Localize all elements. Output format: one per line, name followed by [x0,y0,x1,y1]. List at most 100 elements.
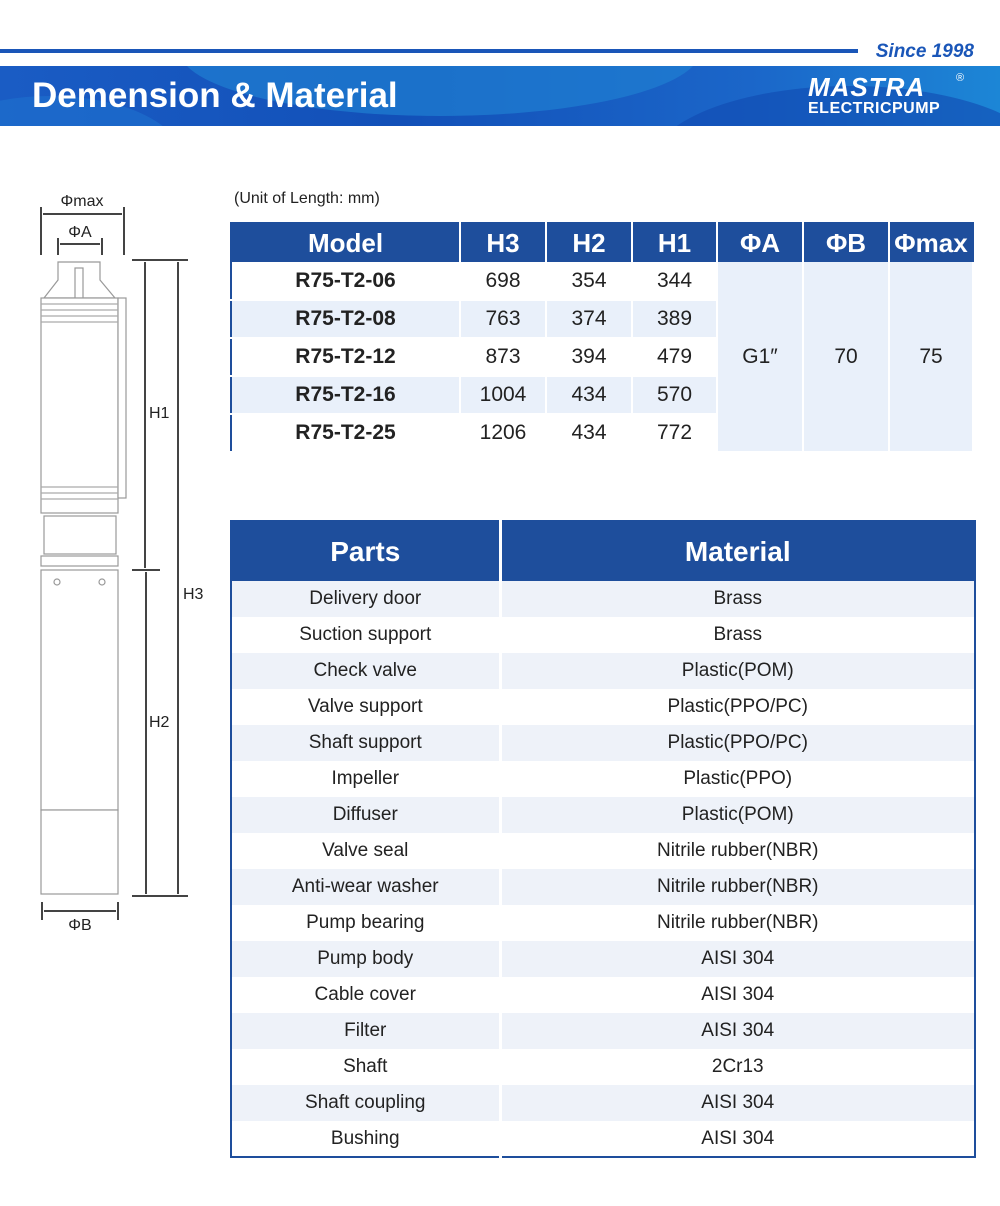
dimension-table: Model H3 H2 H1 ΦA ΦB Φmax R75-T2-06 698 … [230,222,974,453]
part-cell: Bushing [231,1121,502,1157]
part-cell: Pump body [231,941,502,977]
table-row: Shaft coupling AISI 304 [231,1085,975,1121]
col-header: Parts [231,521,502,581]
h2-cell: 434 [546,414,633,453]
material-cell: Nitrile rubber(NBR) [500,905,975,941]
table-row: R75-T2-08 763 374 389 [231,300,973,339]
material-cell: AISI 304 [500,1013,975,1049]
table-row: Shaft 2Cr13 [231,1049,975,1085]
phi-max-cell: 75 [889,262,974,453]
material-cell: AISI 304 [500,941,975,977]
part-cell: Valve support [231,689,502,725]
material-cell: Nitrile rubber(NBR) [500,833,975,869]
col-header: ΦB [803,223,890,262]
h3-label: H3 [183,586,204,603]
material-cell: AISI 304 [500,1121,975,1157]
h2-cell: 394 [546,338,633,377]
table-row: Pump bearing Nitrile rubber(NBR) [231,905,975,941]
part-cell: Shaft support [231,725,502,761]
part-cell: Valve seal [231,833,502,869]
model-cell: R75-T2-12 [231,338,461,377]
h3-cell: 763 [460,300,547,339]
title-banner: Demension & Material MASTRA ELECTRICPUMP… [0,66,1000,126]
table-row: Cable cover AISI 304 [231,977,975,1013]
part-cell: Shaft coupling [231,1085,502,1121]
h1-cell: 479 [632,338,718,377]
model-cell: R75-T2-16 [231,376,461,415]
h2-cell: 354 [546,262,633,301]
top-rule [0,49,858,53]
col-header: ΦA [717,223,804,262]
pump-dimension-drawing: Φmax ΦA H1 H2 H3 ΦB [40,193,204,934]
part-cell: Anti-wear washer [231,869,502,905]
col-header: H3 [460,223,547,262]
table-row: Filter AISI 304 [231,1013,975,1049]
phi-b-cell: 70 [803,262,890,453]
table-row: Suction support Brass [231,617,975,653]
part-cell: Diffuser [231,797,502,833]
phi-a-label: ΦA [68,224,92,241]
brand-logo: MASTRA ELECTRICPUMP ® [808,72,964,118]
part-cell: Delivery door [231,581,502,617]
table-row: Diffuser Plastic(POM) [231,797,975,833]
phi-max-label: Φmax [61,193,104,210]
table-row: Impeller Plastic(PPO) [231,761,975,797]
brand-sub: ELECTRICPUMP [808,100,941,117]
part-cell: Cable cover [231,977,502,1013]
h3-cell: 873 [460,338,547,377]
table-row: Valve seal Nitrile rubber(NBR) [231,833,975,869]
since-text: Since 1998 [875,41,974,62]
model-cell: R75-T2-25 [231,414,461,453]
phi-b-label: ΦB [68,917,91,934]
material-cell: Plastic(PPO) [500,761,975,797]
part-cell: Pump bearing [231,905,502,941]
part-cell: Suction support [231,617,502,653]
col-header: H1 [632,223,718,262]
model-cell: R75-T2-06 [231,262,461,301]
col-header: H2 [546,223,633,262]
unit-note: (Unit of Length: mm) [234,190,380,207]
h1-cell: 389 [632,300,718,339]
h3-cell: 698 [460,262,547,301]
table-row: Valve support Plastic(PPO/PC) [231,689,975,725]
part-cell: Check valve [231,653,502,689]
table-row: Shaft support Plastic(PPO/PC) [231,725,975,761]
h3-cell: 1004 [460,376,547,415]
h1-cell: 344 [632,262,718,301]
table-row: R75-T2-25 1206 434 772 [231,414,973,453]
table-row: Pump body AISI 304 [231,941,975,977]
material-cell: Plastic(PPO/PC) [500,689,975,725]
h2-label: H2 [149,714,170,731]
phi-a-cell: G1″ [717,262,804,453]
col-header: Material [500,521,975,581]
material-cell: Brass [500,581,975,617]
table-row: R75-T2-12 873 394 479 [231,338,973,377]
table-header-row: Parts Material [231,521,975,581]
h1-cell: 570 [632,376,718,415]
table-row: Anti-wear washer Nitrile rubber(NBR) [231,869,975,905]
model-cell: R75-T2-08 [231,300,461,339]
page-title: Demension & Material [32,76,398,115]
material-cell: 2Cr13 [500,1049,975,1085]
material-cell: Plastic(POM) [500,653,975,689]
part-cell: Impeller [231,761,502,797]
material-cell: AISI 304 [500,1085,975,1121]
h1-label: H1 [149,405,170,422]
h3-cell: 1206 [460,414,547,453]
part-cell: Shaft [231,1049,502,1085]
table-header-row: Model H3 H2 H1 ΦA ΦB Φmax [231,223,973,262]
col-header: Φmax [889,223,973,262]
col-header: Model [231,223,461,262]
material-cell: Plastic(PPO/PC) [500,725,975,761]
registered-mark: ® [956,72,965,84]
table-row: Bushing AISI 304 [231,1121,975,1157]
h1-cell: 772 [632,414,718,453]
brand-mark: MASTRA [808,72,926,102]
part-cell: Filter [231,1013,502,1049]
material-cell: Brass [500,617,975,653]
material-cell: AISI 304 [500,977,975,1013]
h2-cell: 434 [546,376,633,415]
material-cell: Nitrile rubber(NBR) [500,869,975,905]
table-row: R75-T2-06 698 354 344 G1″ 70 75 [231,262,974,453]
material-cell: Plastic(POM) [500,797,975,833]
